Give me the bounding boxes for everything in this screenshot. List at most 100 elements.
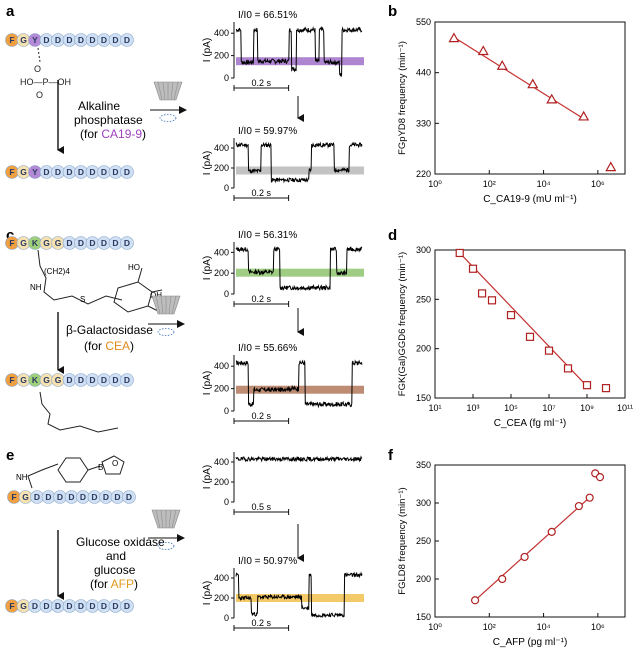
residue-label: D bbox=[78, 238, 84, 248]
data-point bbox=[582, 381, 592, 390]
y-tick-label: 300 bbox=[416, 245, 431, 255]
residue-label: D bbox=[43, 601, 49, 611]
y-tick-label: 330 bbox=[416, 118, 431, 128]
enzyme-label-a1: Alkaline bbox=[78, 99, 120, 113]
residue-bead bbox=[120, 236, 134, 250]
boronate-side-chain bbox=[27, 455, 125, 489]
residue-label: D bbox=[126, 492, 132, 502]
enzyme-label-a2: phosphatase bbox=[74, 113, 143, 127]
residue-label: D bbox=[45, 492, 51, 502]
time-scale-label: 0.2 s bbox=[252, 618, 272, 628]
enzyme-label-e3: glucose bbox=[94, 563, 136, 577]
data-point bbox=[574, 501, 583, 511]
nanopore-icon bbox=[150, 81, 187, 122]
y-tick-label: 0 bbox=[224, 289, 229, 299]
residue-label: D bbox=[124, 601, 130, 611]
y-axis-label: I (pA) bbox=[202, 256, 213, 280]
y-axis-label: FGLD8 frequency (min⁻¹) bbox=[397, 487, 408, 594]
x-axis-label: C_CA19-9 (mU ml⁻¹) bbox=[483, 194, 577, 205]
enzyme-label-e2: and bbox=[106, 549, 126, 563]
y-tick-label: 200 bbox=[214, 384, 229, 394]
residue-label: G bbox=[20, 167, 27, 177]
side-label-e2: B bbox=[98, 463, 103, 472]
plot-frame bbox=[434, 249, 626, 399]
scatter-chart-b: 10⁰ 10² 10⁴ 10⁶ 220 330 440 550 C_CA19-9 (mU ml⁻… bbox=[397, 17, 626, 205]
y-tick-label: 300 bbox=[416, 498, 431, 508]
nanopore-icon bbox=[148, 509, 185, 550]
product-side-chain-c bbox=[39, 391, 119, 433]
residue-label: F bbox=[9, 238, 14, 248]
panel-letter-a: a bbox=[6, 3, 15, 20]
residue-label: D bbox=[43, 35, 49, 45]
residue-label: D bbox=[89, 601, 95, 611]
data-point bbox=[477, 45, 489, 56]
svg-text:HO—P—OH: HO—P—OH bbox=[20, 77, 71, 87]
panel-letter-f: f bbox=[388, 447, 394, 464]
panel-letter-e: e bbox=[6, 447, 14, 464]
data-point bbox=[595, 473, 605, 482]
y-tick-label: 150 bbox=[416, 393, 431, 403]
y-tick-label: 400 bbox=[214, 457, 229, 467]
data-point bbox=[506, 311, 516, 320]
residue-label: D bbox=[112, 35, 118, 45]
residue-label: G bbox=[43, 375, 50, 385]
residue-label: D bbox=[66, 238, 72, 248]
data-point bbox=[448, 32, 460, 43]
y-tick-label: 200 bbox=[214, 268, 229, 278]
fit-line bbox=[453, 36, 584, 120]
residue-bead bbox=[120, 165, 134, 179]
y-tick-label: 220 bbox=[416, 169, 431, 179]
y-tick-label: 400 bbox=[214, 573, 229, 583]
current-trace bbox=[235, 455, 363, 463]
residue-label: D bbox=[103, 492, 109, 502]
residue-label: D bbox=[89, 35, 95, 45]
time-scale-label: 0.2 s bbox=[252, 411, 272, 421]
residue-label: D bbox=[78, 601, 84, 611]
y-tick-label: 200 bbox=[416, 574, 431, 584]
blockade-ratio: I/I0 = 55.66% bbox=[238, 343, 297, 354]
residue-label: D bbox=[101, 238, 107, 248]
residue-label: D bbox=[124, 238, 130, 248]
side-label-c1: (CH2)4 bbox=[44, 267, 70, 276]
y-tick-label: 150 bbox=[416, 612, 431, 622]
target-label-c: (for CEA) bbox=[84, 339, 134, 353]
side-label-c5: HO bbox=[128, 263, 140, 272]
data-point bbox=[468, 264, 478, 273]
x-tick-label: 10⁰ bbox=[428, 179, 442, 189]
side-label-e3: O bbox=[112, 459, 118, 468]
y-tick-label: 350 bbox=[416, 460, 431, 470]
nanopore-icon bbox=[148, 295, 185, 336]
residue-label: D bbox=[112, 238, 118, 248]
current-trace bbox=[235, 359, 363, 409]
residue-label: G bbox=[20, 35, 27, 45]
residue-bead bbox=[122, 490, 136, 504]
y-tick-label: 200 bbox=[214, 51, 229, 61]
y-tick-label: 250 bbox=[416, 536, 431, 546]
residue-label: F bbox=[9, 35, 14, 45]
y-tick-label: 440 bbox=[416, 68, 431, 78]
residue-label: D bbox=[57, 492, 63, 502]
current-trace bbox=[235, 141, 363, 184]
residue-label: D bbox=[89, 375, 95, 385]
data-point bbox=[563, 364, 573, 373]
residue-label: D bbox=[112, 601, 118, 611]
y-tick-label: 0 bbox=[224, 497, 229, 507]
level-band bbox=[236, 268, 364, 277]
residue-label: G bbox=[55, 238, 62, 248]
panel-letter-b: b bbox=[388, 3, 397, 20]
data-point bbox=[547, 527, 556, 536]
x-tick-label: 10² bbox=[483, 622, 496, 632]
galactose-side-chain bbox=[37, 249, 163, 313]
time-scale-label: 0.2 s bbox=[252, 78, 272, 88]
residue-label: D bbox=[114, 492, 120, 502]
residue-label: G bbox=[20, 601, 27, 611]
y-tick-label: 550 bbox=[416, 17, 431, 27]
residue-label: D bbox=[66, 167, 72, 177]
data-point bbox=[520, 552, 529, 562]
data-point bbox=[544, 346, 554, 355]
data-point bbox=[527, 78, 539, 89]
time-scale-label: 0.2 s bbox=[252, 188, 272, 198]
x-tick-label: 10⁴ bbox=[537, 622, 551, 632]
y-axis-label: I (pA) bbox=[202, 151, 213, 175]
